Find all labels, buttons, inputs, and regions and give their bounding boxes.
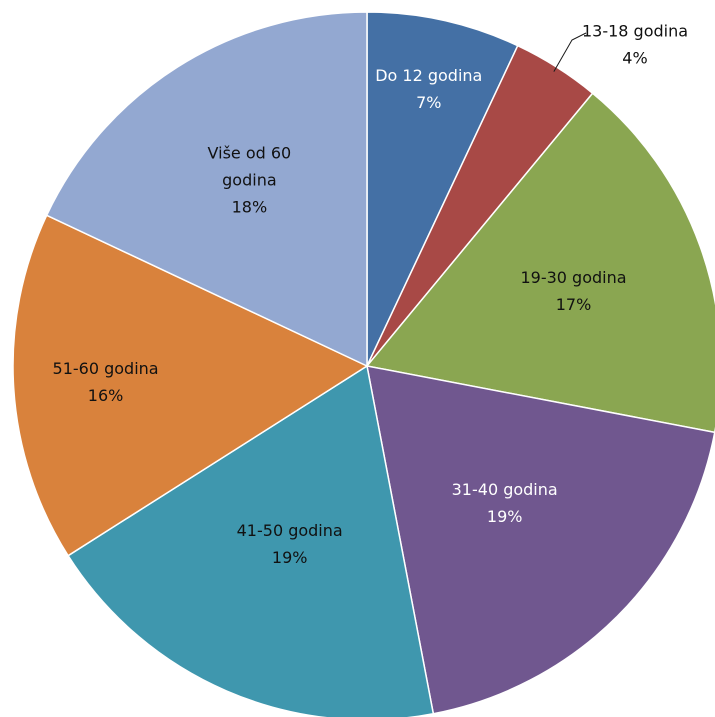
pie-slice-vi-e-od-60-godina — [45, 11, 368, 368]
data-labels: Do 12 godina 7% 13-18 godina 4% 19-30 godina… — [53, 21, 689, 567]
data-label-51-60-godina: 51-60 godina 16% — [53, 358, 159, 404]
data-label-19-30-godina: 19-30 godina 17% — [520, 268, 626, 314]
data-label-41-50-godina: 41-50 godina 19% — [237, 521, 343, 567]
data-label-do-12-godina: Do 12 godina 7% — [375, 66, 482, 112]
data-label-vi-e-od-60-godina: Više od 60 godina 18% — [208, 143, 292, 216]
data-label-31-40-godina: 31-40 godina 19% — [452, 480, 558, 526]
pie-slice-41-50-godina — [67, 364, 435, 717]
leader-line-13-18-godina — [553, 32, 587, 72]
pie-slice-do-12-godina — [366, 11, 519, 367]
leader-lines — [553, 32, 587, 72]
pie-slice-31-40-godina — [366, 365, 715, 715]
pie-slice-19-30-godina — [365, 92, 715, 434]
pie-slice-51-60-godina — [12, 214, 369, 557]
data-label-13-18-godina: 13-18 godina 4% — [582, 21, 688, 67]
pie-slices — [12, 11, 715, 717]
